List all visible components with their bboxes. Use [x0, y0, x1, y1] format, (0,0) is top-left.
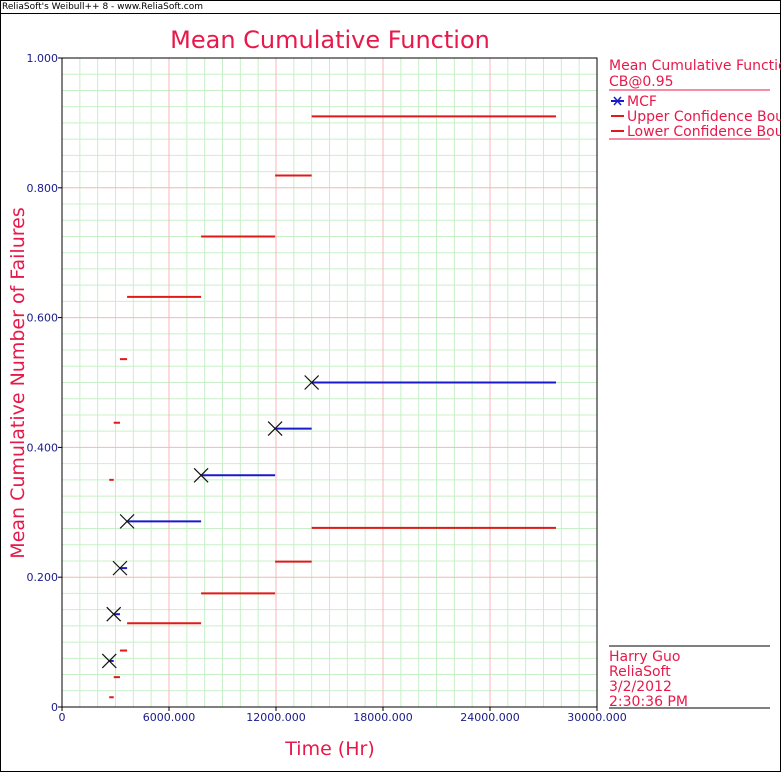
mcf-marker-icon [613, 96, 622, 106]
legend-subtitle: CB@0.95 [609, 74, 674, 90]
title-divider [1, 13, 780, 14]
legend-title: Mean Cumulative Functio [609, 58, 781, 74]
app-title: ReliaSoft's Weibull++ 8 - www.ReliaSoft.… [2, 2, 204, 12]
info-block: Harry Guo ReliaSoft 3/2/2012 2:30:36 PM [609, 645, 770, 710]
mcf-marker-stroke [304, 375, 320, 390]
lower-bound-series [109, 526, 556, 699]
mcf-marker-stroke [193, 467, 209, 483]
x-tick-label: 18000.000 [353, 711, 413, 724]
y-tick-label: 0 [51, 701, 58, 714]
legend-label-lower-bound: Lower Confidence Bou [627, 124, 781, 140]
plot-border [61, 57, 598, 708]
info-date: 3/2/2012 [609, 679, 672, 695]
y-tick-label: 1.000 [27, 52, 59, 65]
legend-label-mcf: MCF [627, 94, 657, 110]
y-tick-label: 0.800 [27, 182, 59, 195]
legend-item-mcf: MCF [611, 94, 657, 110]
mcf-marker-stroke [101, 653, 117, 669]
y-axis-title: Mean Cumulative Number of Failures [7, 207, 29, 558]
mcf-point [101, 653, 117, 669]
plot-series [101, 115, 556, 699]
y-tick-label: 0.400 [27, 441, 59, 454]
info-user: Harry Guo [609, 649, 680, 665]
mcf-point [119, 513, 135, 529]
x-tick-label: 12000.000 [246, 711, 306, 724]
legend-label-upper-bound: Upper Confidence Bou [627, 109, 781, 125]
legend-item-lower-bound: Lower Confidence Bou [611, 124, 781, 140]
mcf-point [304, 375, 320, 390]
y-tick-label: 0.200 [27, 571, 59, 584]
y-tick-label: 0.600 [27, 312, 59, 325]
plot-axes: 0 6000.000 12000.000 18000.000 24000.000 3000… [27, 52, 627, 724]
legend-item-upper-bound: Upper Confidence Bou [611, 109, 781, 125]
x-tick-label: 6000.000 [143, 711, 196, 724]
mcf-marker-stroke [112, 560, 128, 576]
legend: Mean Cumulative Functio CB@0.95 MCF Uppe… [609, 58, 781, 140]
info-time: 2:30:36 PM [609, 694, 688, 710]
info-company: ReliaSoft [609, 664, 671, 680]
mcf-point [193, 467, 209, 483]
mcf-series [101, 375, 556, 669]
chart-title: Mean Cumulative Function [170, 26, 490, 54]
x-tick-label: 24000.000 [460, 711, 520, 724]
mcf-marker-stroke [106, 606, 122, 622]
x-axis-title: Time (Hr) [284, 738, 374, 760]
mcf-marker-stroke [267, 421, 283, 437]
upper-bound-series [109, 115, 556, 481]
x-tick-label: 30000.000 [567, 711, 627, 724]
x-tick-label: 0 [59, 711, 66, 724]
mcf-point [267, 421, 283, 437]
mcf-point [112, 560, 128, 576]
mcf-point [106, 606, 122, 622]
mcf-marker-stroke [119, 513, 135, 529]
